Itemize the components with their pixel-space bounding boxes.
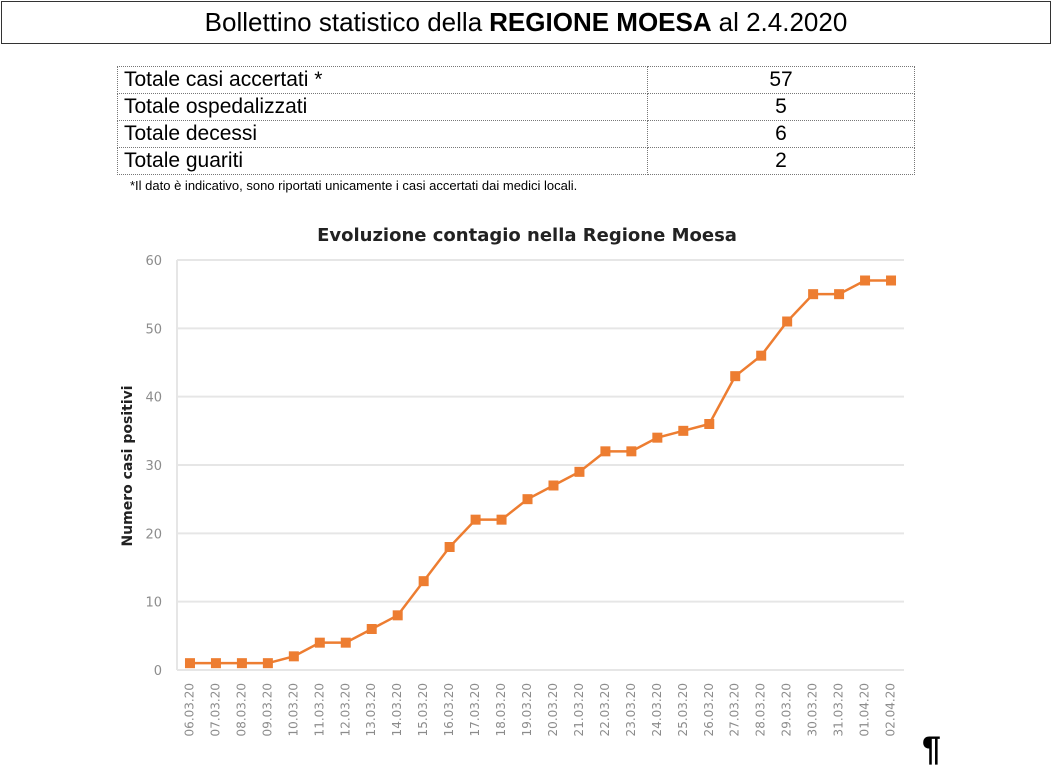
svg-text:29.03.20: 29.03.20 [780, 683, 794, 736]
svg-text:18.03.20: 18.03.20 [494, 683, 508, 736]
svg-text:21.03.20: 21.03.20 [572, 683, 586, 736]
x-axis-ticks: 06.03.20 07.03.20 08.03.20 09.03.20 10.03.20… [182, 683, 897, 736]
svg-text:40: 40 [145, 391, 162, 406]
svg-text:60: 60 [145, 254, 162, 269]
svg-text:50: 50 [145, 322, 162, 337]
svg-text:06.03.20: 06.03.20 [182, 683, 196, 736]
svg-text:26.03.20: 26.03.20 [702, 683, 716, 736]
table-row: Totale ospedalizzati 5 [117, 93, 915, 121]
y-axis-ticks: 0 10 20 30 40 50 60 [145, 254, 162, 679]
table-row: Totale decessi 6 [117, 120, 915, 148]
series-line [184, 275, 897, 669]
chart-gridlines [176, 259, 904, 671]
svg-text:02.04.20: 02.04.20 [884, 683, 898, 736]
svg-text:25.03.20: 25.03.20 [676, 683, 690, 736]
row-label: Totale decessi [117, 120, 648, 148]
svg-text:13.03.20: 13.03.20 [364, 683, 378, 736]
svg-text:01.04.20: 01.04.20 [858, 683, 872, 736]
svg-text:30: 30 [145, 459, 162, 474]
svg-text:12.03.20: 12.03.20 [338, 683, 352, 736]
row-label: Totale guariti [117, 147, 648, 175]
title-region: REGIONE MOESA [489, 7, 712, 37]
paragraph-mark-icon: ¶ [922, 730, 941, 768]
row-value: 6 [647, 120, 915, 148]
row-value: 2 [647, 147, 915, 175]
table-footnote: *Il dato è indicativo, sono riportati un… [130, 178, 578, 193]
svg-text:09.03.20: 09.03.20 [260, 683, 274, 736]
title-date: al 2.4.2020 [718, 7, 848, 37]
bulletin-title: Bollettino statistico della REGIONE MOES… [1, 1, 1051, 44]
chart-title: Evoluzione contagio nella Regione Moesa [317, 225, 737, 246]
svg-text:07.03.20: 07.03.20 [208, 683, 222, 736]
svg-text:20.03.20: 20.03.20 [546, 683, 560, 736]
svg-text:15.03.20: 15.03.20 [416, 683, 430, 736]
row-value: 5 [647, 93, 915, 121]
svg-text:16.03.20: 16.03.20 [442, 683, 456, 736]
svg-text:31.03.20: 31.03.20 [832, 683, 846, 736]
svg-text:08.03.20: 08.03.20 [234, 683, 248, 736]
svg-text:10: 10 [145, 596, 162, 611]
svg-text:27.03.20: 27.03.20 [728, 683, 742, 736]
table-row: Totale guariti 2 [117, 147, 915, 175]
svg-text:17.03.20: 17.03.20 [468, 683, 482, 736]
row-value: 57 [647, 66, 915, 94]
svg-text:28.03.20: 28.03.20 [754, 683, 768, 736]
svg-text:23.03.20: 23.03.20 [624, 683, 638, 736]
svg-text:24.03.20: 24.03.20 [650, 683, 664, 736]
svg-text:19.03.20: 19.03.20 [520, 683, 534, 736]
svg-text:14.03.20: 14.03.20 [390, 683, 404, 736]
svg-text:22.03.20: 22.03.20 [598, 683, 612, 736]
title-prefix: Bollettino statistico della [204, 7, 483, 37]
svg-text:11.03.20: 11.03.20 [312, 683, 326, 736]
svg-text:10.03.20: 10.03.20 [286, 683, 300, 736]
svg-text:20: 20 [145, 527, 162, 542]
stats-table: Totale casi accertati * 57 Totale ospeda… [117, 66, 915, 175]
svg-text:30.03.20: 30.03.20 [806, 683, 820, 736]
svg-text:0: 0 [154, 664, 162, 679]
